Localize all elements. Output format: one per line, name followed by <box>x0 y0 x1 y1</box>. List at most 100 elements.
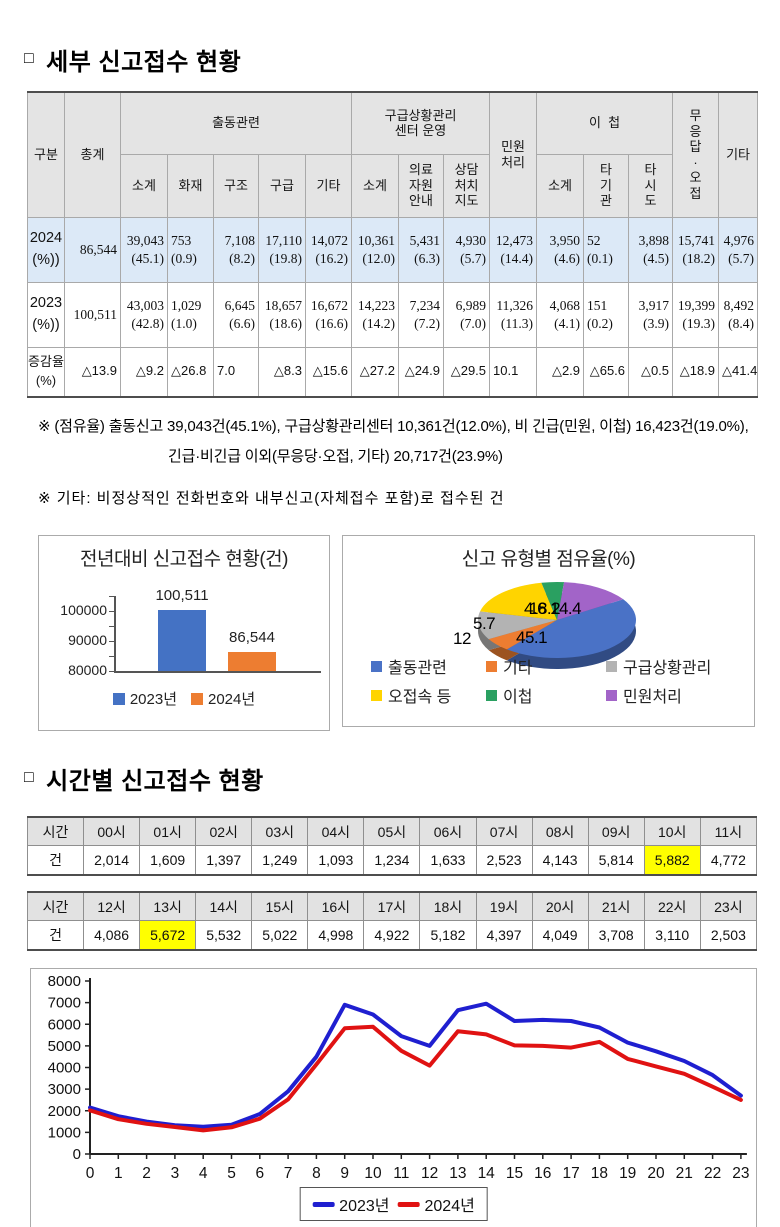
legend-label: 출동관련 <box>388 660 447 678</box>
cell-value: △26.8 <box>171 363 207 379</box>
cell-percent: (8.2) <box>229 250 255 266</box>
legend-label: 이첩 <box>503 689 533 707</box>
cell-percent: (18.2) <box>682 250 716 266</box>
hour-value: 4,922 <box>363 919 421 951</box>
series-line-2024년 <box>88 1025 743 1133</box>
hour-header: 10시 <box>643 816 701 846</box>
data-cell: 3,917 (3.9) <box>628 281 674 348</box>
cell-percent: (0.1) <box>587 250 613 266</box>
x-axis-tick-label: 11 <box>393 1165 409 1182</box>
legend-swatch <box>486 660 497 672</box>
header-total: 총계 <box>64 91 121 218</box>
x-axis-tick-label: 21 <box>676 1165 693 1182</box>
hour-header: 21시 <box>587 891 645 921</box>
cell-percent: (4.6) <box>554 250 581 266</box>
hour-header: 04시 <box>307 816 365 846</box>
cell-percent: (16.2) <box>315 250 349 266</box>
cell-value: 5,431 <box>409 232 441 248</box>
hour-label-header: 시간 <box>26 816 85 846</box>
hour-value-highlighted: 5,672 <box>139 919 197 951</box>
cell-value: 10,361 <box>357 232 396 248</box>
cell-value: △18.9 <box>679 363 716 379</box>
cell-percent: (19.3) <box>682 315 716 331</box>
x-axis-tick-label: 18 <box>591 1165 608 1182</box>
pie-value-label: 12 <box>453 629 471 649</box>
cell-value: △13.9 <box>81 363 117 379</box>
cell-percent: (11.3) <box>500 315 534 331</box>
hour-header: 19시 <box>475 891 533 921</box>
row-label: 증감율 (%) <box>27 346 65 398</box>
legend-item: 민원처리 <box>606 683 756 707</box>
detail-table-row: 2024 (%)) 86,544 39,043 (45.1) 753 (0.9) 7,108… <box>27 216 759 283</box>
cell-value: 8,492 <box>723 297 755 313</box>
section2-title: □ 시간별 신고접수 현황 <box>24 761 780 796</box>
cell-value: △65.6 <box>589 363 626 379</box>
hour-value: 4,397 <box>475 919 533 951</box>
data-cell: △26.8 <box>167 346 214 398</box>
hour-header: 00시 <box>83 816 141 846</box>
cell-percent: (5.7) <box>460 250 487 266</box>
cell-value: 100,511 <box>73 306 117 322</box>
data-cell: 10.1 <box>489 346 538 398</box>
hour-value: 4,772 <box>699 844 758 876</box>
x-axis-tick-label: 16 <box>534 1165 551 1182</box>
cell-value: 4,976 <box>723 232 755 248</box>
data-cell: △29.5 <box>443 346 491 398</box>
pie-value-label: 18.2 <box>529 599 561 619</box>
cell-value: △8.3 <box>273 363 302 379</box>
cell-value: 15,741 <box>677 232 716 248</box>
y-axis-tick-label: 5000 <box>48 1038 81 1055</box>
x-axis-tick-label: 12 <box>421 1165 438 1182</box>
detail-table-body: 2024 (%)) 86,544 39,043 (45.1) 753 (0.9) 7,108… <box>27 216 759 398</box>
header-ems-group: 구급상황관리 센터 운영 <box>351 91 491 155</box>
hour-value: 1,609 <box>139 844 197 876</box>
hour-value: 4,049 <box>531 919 589 951</box>
footnote-share-line1: ※ (점유율) 출동신고 39,043건(45.1%), 구급상황관리센터 10… <box>38 418 749 435</box>
y-axis-line <box>114 596 116 673</box>
y-axis-tick <box>109 641 115 643</box>
square-bullet-icon: □ <box>24 49 35 67</box>
data-cell: 6,645 (6.6) <box>213 281 259 348</box>
hour-header: 20시 <box>531 891 589 921</box>
cell-value: 39,043 <box>126 232 164 248</box>
cell-percent: (14.4) <box>500 250 534 266</box>
cell-value: 14,072 <box>310 232 349 248</box>
cell-percent: (45.1) <box>131 250 164 266</box>
legend-label: 민원처리 <box>623 689 682 707</box>
pie-value-label: 5.7 <box>473 614 496 634</box>
cell-percent: (0.2) <box>587 315 613 331</box>
data-cell: 8,492 (8.4) <box>718 281 759 348</box>
x-axis-tick-label: 3 <box>171 1165 180 1182</box>
legend-item: 이첩 <box>486 683 606 707</box>
y-axis-tick-label: 0 <box>73 1146 81 1163</box>
data-cell: △27.2 <box>351 346 400 398</box>
legend-swatch <box>606 689 617 701</box>
cell-percent: (4.5) <box>643 250 670 266</box>
x-axis-tick-label: 15 <box>506 1165 523 1182</box>
cell-percent: (19.8) <box>269 250 302 266</box>
cell-value: 151 <box>587 297 608 313</box>
hour-header: 17시 <box>363 891 421 921</box>
x-axis-tick-label: 8 <box>312 1165 321 1182</box>
cell-percent: (5.7) <box>728 250 755 266</box>
hour-header: 05시 <box>363 816 421 846</box>
cell-percent: (8.4) <box>728 315 755 331</box>
pie-value-label: 4.6 <box>524 599 547 619</box>
hour-value: 1,093 <box>307 844 365 876</box>
x-axis-tick-label: 23 <box>732 1165 749 1182</box>
cell-value: 43,003 <box>126 297 164 313</box>
pie-slice-1 <box>488 620 557 650</box>
bar-2023 <box>158 609 206 672</box>
cell-value: 14,223 <box>357 297 396 313</box>
section2-title-text: 시간별 신고접수 현황 <box>46 768 264 796</box>
data-cell: △0.5 <box>628 346 674 398</box>
hour-value: 5,182 <box>419 919 477 951</box>
hour-header: 14시 <box>195 891 253 921</box>
legend-item: 구급상황관리 <box>606 654 756 678</box>
hour-header: 06시 <box>419 816 477 846</box>
cell-value: 19,399 <box>677 297 716 313</box>
legend-item: 2024년 <box>397 1192 475 1216</box>
y-axis-tick-label: 80000 <box>68 662 107 679</box>
footnote-share: ※ (점유율) 출동신고 39,043건(45.1%), 구급상황관리센터 10… <box>38 416 780 468</box>
data-cell: △24.9 <box>398 346 445 398</box>
